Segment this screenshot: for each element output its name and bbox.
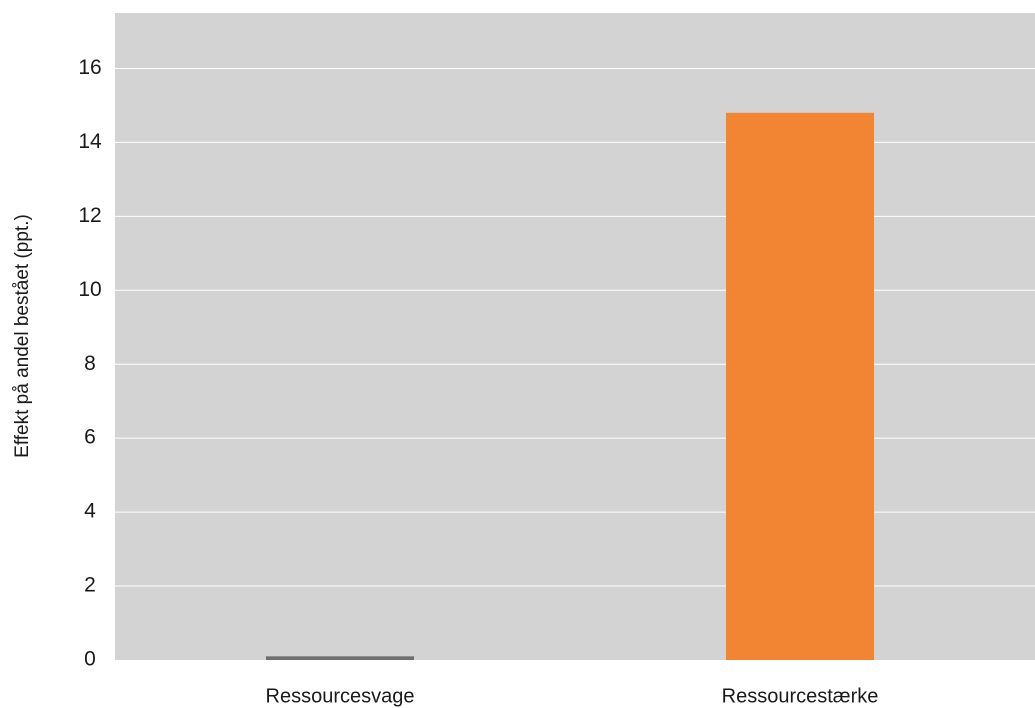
gridlines <box>115 67 1035 587</box>
x-category-label: Ressourcesvage <box>266 685 415 707</box>
x-category-label: Ressourcestærke <box>722 685 879 707</box>
y-tick-label: 0 <box>84 648 96 671</box>
y-tick-label: 16 <box>78 56 101 79</box>
y-axis-title: Effekt på andel bestået (ppt.) <box>12 214 33 458</box>
y-tick-label: 6 <box>84 426 96 449</box>
bar-ressourcestærke <box>726 112 874 660</box>
bars <box>266 112 874 660</box>
y-tick-label: 10 <box>78 278 101 301</box>
x-axis-categories: Ressourcesvage Ressourcestærke <box>266 685 879 707</box>
y-tick-label: 4 <box>84 500 96 523</box>
y-tick-label: 12 <box>78 204 101 227</box>
y-axis-ticks: 0 2 4 6 8 10 12 14 16 <box>78 56 102 671</box>
bar-ressourcesvage <box>266 656 414 660</box>
y-tick-label: 8 <box>84 352 96 375</box>
y-tick-label: 2 <box>84 574 96 597</box>
y-tick-label: 14 <box>78 130 102 153</box>
plot-area <box>115 13 1035 660</box>
